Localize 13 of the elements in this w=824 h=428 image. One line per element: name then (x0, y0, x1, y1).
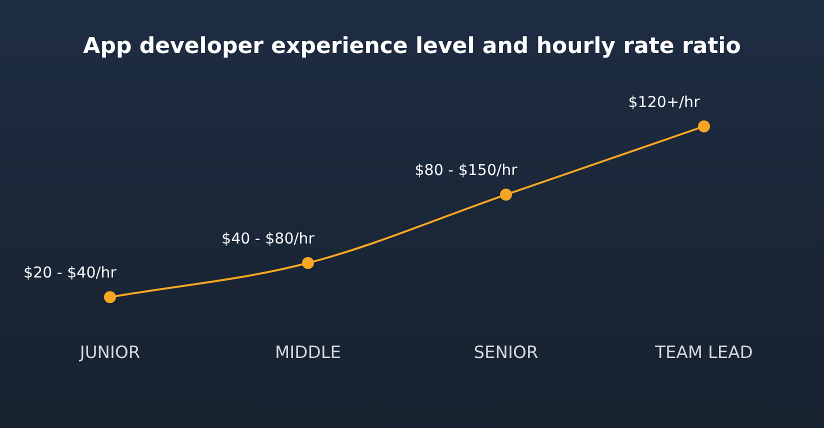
data-label: $120+/hr (628, 92, 701, 111)
data-label: $80 - $150/hr (414, 161, 518, 180)
data-label: $20 - $40/hr (24, 264, 118, 282)
point (302, 256, 314, 269)
point (104, 291, 116, 304)
x-tick-label: MIDDLE (274, 343, 342, 364)
point (698, 120, 710, 132)
data-label: $40 - $80/hr (222, 229, 316, 248)
x-tick-label: TEAM LEAD (654, 343, 753, 364)
x-tick-label: JUNIOR (78, 343, 140, 364)
x-tick-label: SENIOR (474, 343, 538, 364)
chart-title: App developer experience level and hourly rate ratio (82, 34, 742, 59)
point (500, 188, 512, 201)
